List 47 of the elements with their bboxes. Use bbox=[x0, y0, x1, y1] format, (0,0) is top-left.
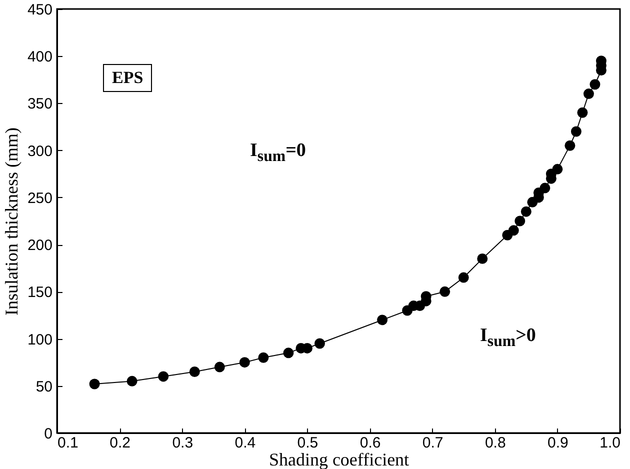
point bbox=[314, 338, 325, 349]
y-tick-label: 450 bbox=[27, 2, 52, 18]
annotation: EPS bbox=[103, 64, 152, 92]
point bbox=[126, 376, 138, 386]
x-tick-label: 0.2 bbox=[110, 434, 130, 452]
x-tick-label: 0.1 bbox=[58, 434, 78, 452]
x-tick-label: 0.7 bbox=[422, 434, 444, 452]
point bbox=[514, 216, 526, 226]
x-tick-label: 0.6 bbox=[360, 434, 381, 452]
y-tick-label: 200 bbox=[27, 237, 52, 254]
y-tick-label: 400 bbox=[27, 48, 52, 66]
x-tick-label: 0.8 bbox=[484, 434, 506, 452]
point bbox=[239, 357, 250, 368]
x-tick-label: 0.4 bbox=[234, 434, 256, 452]
point bbox=[552, 164, 563, 174]
point bbox=[283, 348, 294, 358]
point bbox=[458, 272, 469, 283]
x-tick-label: 0.9 bbox=[548, 434, 568, 452]
point bbox=[508, 225, 519, 236]
point bbox=[570, 126, 582, 137]
point bbox=[214, 362, 225, 372]
y-axis-title: Insulation thickness (mm) bbox=[1, 128, 22, 316]
x-tick-label: 0.5 bbox=[297, 434, 318, 452]
y-tick-label: 350 bbox=[27, 96, 52, 113]
y-tick-label: 300 bbox=[27, 142, 52, 160]
x-tick-label: 1.0 bbox=[600, 434, 620, 452]
annotation: I$_{sum}$=0 bbox=[250, 140, 306, 166]
point bbox=[590, 79, 600, 90]
point bbox=[577, 107, 588, 118]
point bbox=[540, 182, 550, 194]
point bbox=[477, 253, 488, 264]
point bbox=[158, 371, 169, 382]
y-tick-label: 50 bbox=[36, 378, 52, 396]
y-tick-label: 0 bbox=[44, 426, 52, 442]
y-tick-label: 250 bbox=[27, 190, 52, 207]
annotation: I$_{sum}$>0 bbox=[480, 325, 536, 351]
point bbox=[377, 314, 388, 326]
point bbox=[189, 366, 200, 377]
point bbox=[583, 88, 594, 100]
point bbox=[440, 286, 450, 297]
y-tick-label: 100 bbox=[27, 331, 52, 348]
x-tick-label: 0.3 bbox=[172, 434, 194, 452]
point bbox=[89, 378, 100, 390]
point bbox=[520, 206, 532, 217]
y-tick-label: 150 bbox=[27, 284, 52, 302]
point bbox=[564, 140, 576, 151]
point bbox=[258, 352, 269, 363]
